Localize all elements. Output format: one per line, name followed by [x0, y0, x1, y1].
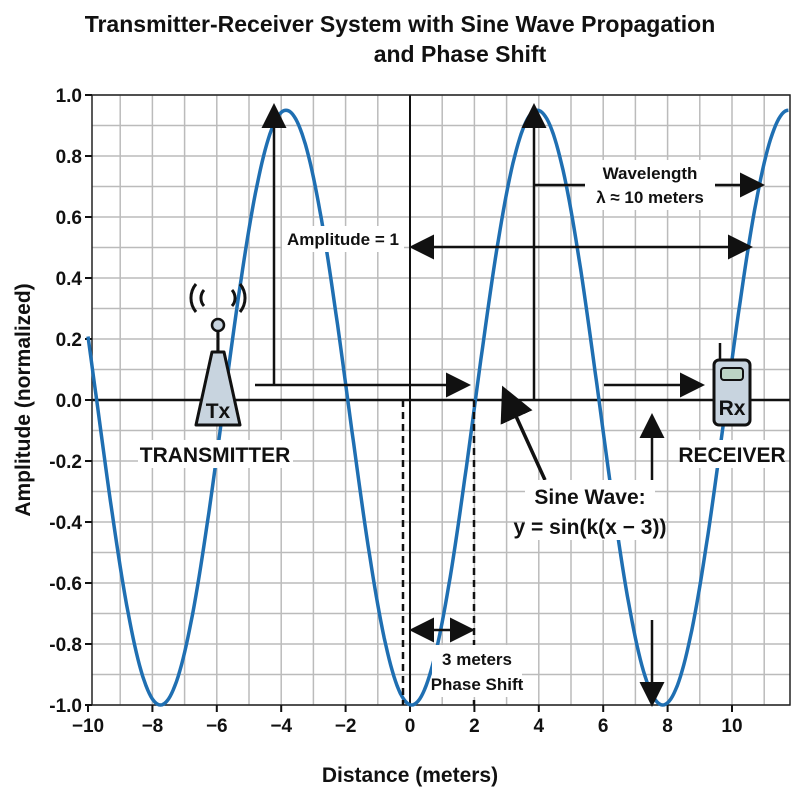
y-tick-label: 0.2 — [56, 330, 82, 351]
y-tick-label: -0.2 — [49, 452, 82, 473]
x-tick-label: 4 — [534, 716, 545, 737]
wavelength-label-1: Wavelength — [603, 164, 698, 183]
sine-label-1: Sine Wave: — [534, 486, 645, 509]
x-tick-label: 0 — [405, 716, 416, 737]
title-line-2: and Phase Shift — [374, 41, 547, 67]
x-axis-label: Distance (meters) — [322, 764, 498, 787]
rx-label: Rx — [719, 397, 746, 420]
sine-label-2: y = sin(k(x − 3)) — [514, 516, 667, 539]
x-tick-label: −2 — [335, 716, 357, 737]
x-tick-label: 6 — [598, 716, 609, 737]
x-tick-label: −4 — [270, 716, 292, 737]
x-tick-label: 8 — [662, 716, 673, 737]
y-tick-label: -0.6 — [49, 574, 82, 595]
y-tick-label: -0.8 — [49, 635, 82, 656]
transmitter-icon: Tx — [189, 283, 247, 427]
title-line-1: Transmitter-Receiver System with Sine Wa… — [85, 11, 716, 37]
y-tick-label: 1.0 — [56, 86, 82, 107]
receiver-label: RECEIVER — [678, 444, 785, 467]
y-tick-label: 0.0 — [56, 391, 82, 412]
amplitude-label: Amplitude = 1 — [287, 230, 399, 249]
phase-label-1: 3 meters — [442, 650, 512, 669]
sine-pointer — [500, 385, 547, 481]
y-tick-label: -0.4 — [49, 513, 82, 534]
x-tick-label: −6 — [206, 716, 228, 737]
y-axis-label: Amplitude (normalized) — [12, 283, 35, 516]
y-tick-label: 0.6 — [56, 208, 82, 229]
y-tick-label: 0.4 — [56, 269, 83, 290]
y-tick-label: -1.0 — [49, 696, 82, 717]
x-tick-label: 2 — [469, 716, 480, 737]
x-tick-label: −10 — [72, 716, 104, 737]
receiver-icon: Rx — [712, 343, 752, 427]
tx-label: Tx — [206, 400, 231, 423]
x-tick-label: 10 — [721, 716, 742, 737]
wavelength-label-2: λ ≈ 10 meters — [596, 188, 704, 207]
x-tick-label: −8 — [142, 716, 164, 737]
transmitter-label: TRANSMITTER — [140, 444, 291, 467]
phase-label-2: Phase Shift — [431, 675, 524, 694]
y-tick-label: 0.8 — [56, 147, 82, 168]
